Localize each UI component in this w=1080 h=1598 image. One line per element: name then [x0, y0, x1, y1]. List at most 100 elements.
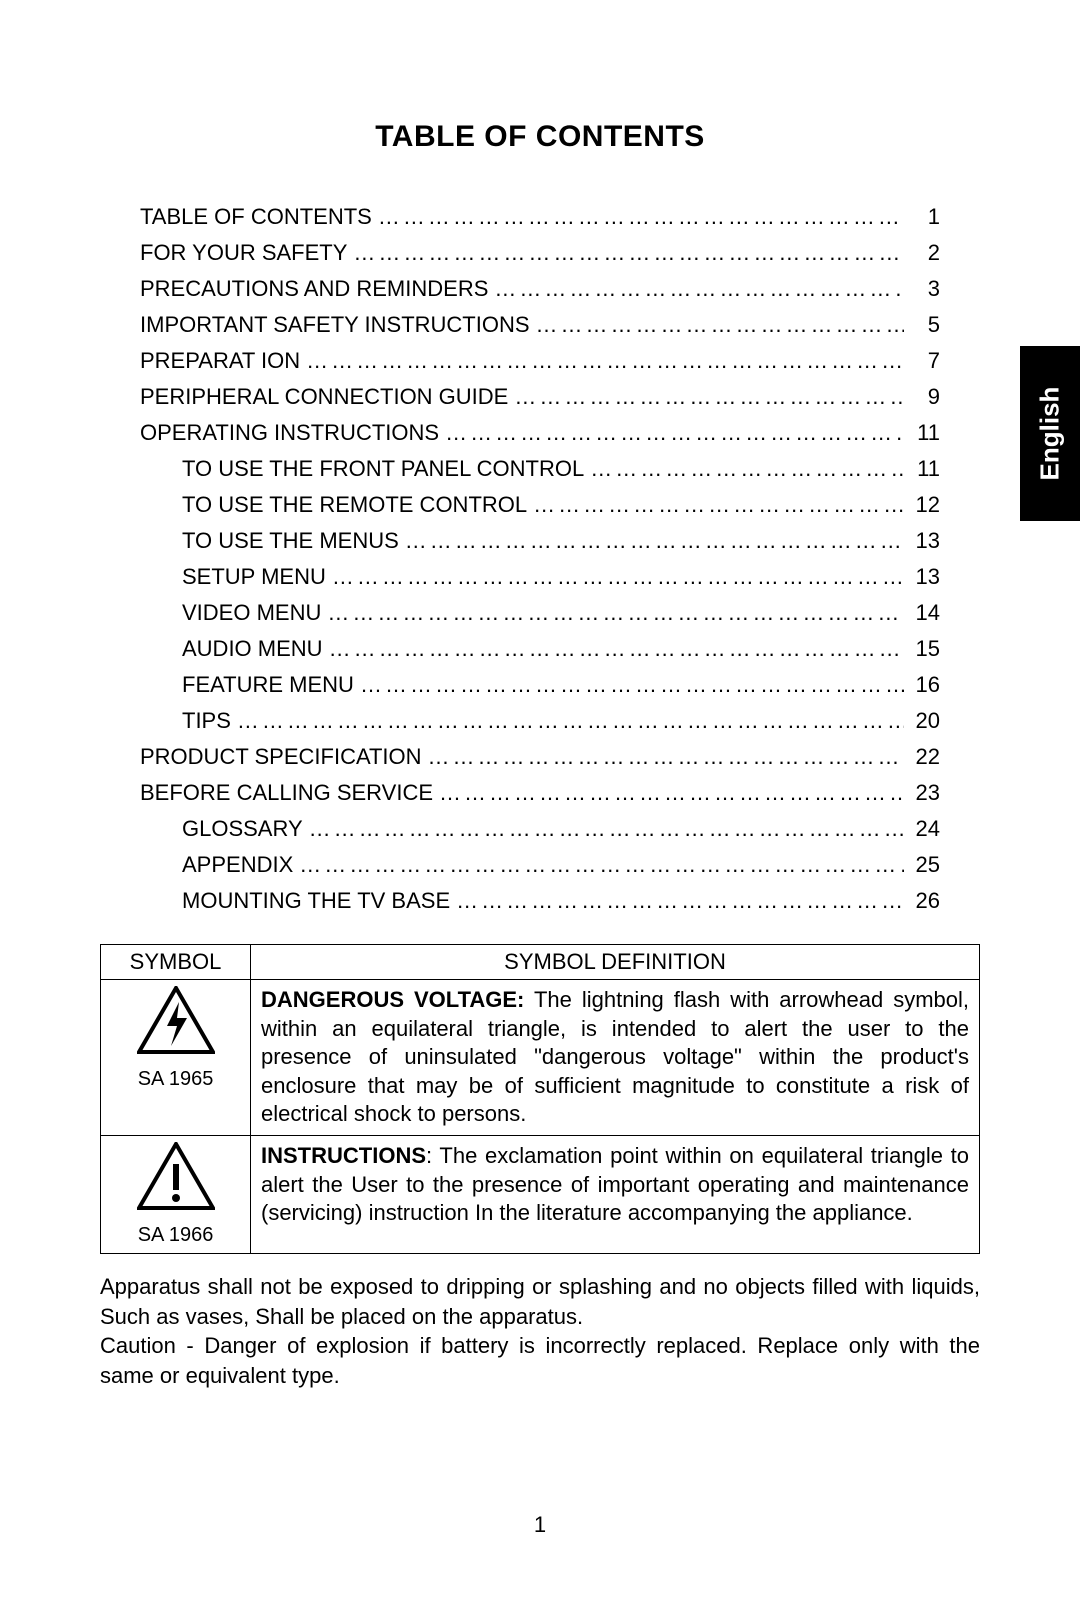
toc-row: PREPARAT ION……………………………………………………………………………: [140, 348, 940, 374]
toc-label: TO USE THE REMOTE CONTROL: [182, 492, 527, 518]
toc-row: APPENDIX………………………………………………………………………………………: [140, 852, 940, 878]
toc-label: SETUP MENU: [182, 564, 326, 590]
toc-label: APPENDIX: [182, 852, 293, 878]
toc-page-number: 22: [910, 744, 940, 770]
toc-row: AUDIO MENU…………………………………………………………………………………: [140, 636, 940, 662]
toc-dots: …………………………………………………………………………………………………: [332, 564, 904, 590]
toc-page-number: 7: [910, 348, 940, 374]
toc-label: MOUNTING THE TV BASE: [182, 888, 450, 914]
toc-row: BEFORE CALLING SERVICE…………………………………………………: [140, 780, 940, 806]
toc-page-number: 9: [910, 384, 940, 410]
toc-page-number: 5: [910, 312, 940, 338]
toc-row: TO USE THE FRONT PANEL CONTROL……………………………: [140, 456, 940, 482]
footnotes: Apparatus shall not be exposed to drippi…: [100, 1272, 980, 1391]
toc-page-number: 25: [910, 852, 940, 878]
table-of-contents: TABLE OF CONTENTS………………………………………………………………: [140, 204, 940, 914]
toc-page-number: 12: [910, 492, 940, 518]
page-number: 1: [0, 1512, 1080, 1538]
symbol-table-header-symbol: SYMBOL: [101, 945, 251, 980]
instructions-triangle-icon: [137, 1142, 215, 1216]
symbol-definition-voltage: DANGEROUS VOLTAGE: The lightning flash w…: [251, 980, 980, 1136]
toc-dots: …………………………………………………………………………………………………: [378, 204, 904, 230]
toc-row: PRECAUTIONS AND REMINDERS…………………………………………: [140, 276, 940, 302]
toc-page-number: 24: [910, 816, 940, 842]
toc-label: TIPS: [182, 708, 231, 734]
toc-page-number: 13: [910, 564, 940, 590]
toc-label: BEFORE CALLING SERVICE: [140, 780, 433, 806]
toc-dots: …………………………………………………………………………………………………: [327, 600, 904, 626]
toc-row: TIPS…………………………………………………………………………………………………: [140, 708, 940, 734]
toc-label: FOR YOUR SAFETY: [140, 240, 347, 266]
symbol-definition-instructions: INSTRUCTIONS: The exclamation point with…: [251, 1135, 980, 1253]
symbol-code: SA 1966: [111, 1224, 240, 1247]
symbol-cell-voltage: SA 1965: [101, 980, 251, 1136]
toc-label: PRODUCT SPECIFICATION: [140, 744, 422, 770]
toc-row: PERIPHERAL CONNECTION GUIDE……………………………………: [140, 384, 940, 410]
toc-page-number: 20: [910, 708, 940, 734]
toc-page-number: 14: [910, 600, 940, 626]
toc-label: TO USE THE MENUS: [182, 528, 399, 554]
toc-label: TO USE THE FRONT PANEL CONTROL: [182, 456, 584, 482]
voltage-triangle-icon: [137, 986, 215, 1060]
toc-label: OPERATING INSTRUCTIONS: [140, 420, 439, 446]
toc-page-number: 23: [910, 780, 940, 806]
toc-row: VIDEO MENU…………………………………………………………………………………: [140, 600, 940, 626]
toc-page-number: 2: [910, 240, 940, 266]
footnote-line: Apparatus shall not be exposed to drippi…: [100, 1272, 980, 1331]
toc-row: FOR YOUR SAFETY……………………………………………………………………: [140, 240, 940, 266]
toc-row: MOUNTING THE TV BASE………………………………………………………: [140, 888, 940, 914]
toc-dots: …………………………………………………………………………………………………: [329, 636, 904, 662]
toc-label: PRECAUTIONS AND REMINDERS: [140, 276, 488, 302]
toc-page-number: 3: [910, 276, 940, 302]
toc-page-number: 1: [910, 204, 940, 230]
symbol-cell-instructions: SA 1966: [101, 1135, 251, 1253]
toc-row: FEATURE MENU……………………………………………………………………………: [140, 672, 940, 698]
toc-label: TABLE OF CONTENTS: [140, 204, 372, 230]
toc-label: PERIPHERAL CONNECTION GUIDE: [140, 384, 508, 410]
symbol-table-row: SA 1965 DANGEROUS VOLTAGE: The lightning…: [101, 980, 980, 1136]
symbol-table-header-definition: SYMBOL DEFINITION: [251, 945, 980, 980]
toc-dots: …………………………………………………………………………………………………: [536, 312, 904, 338]
toc-dots: …………………………………………………………………………………………………: [456, 888, 904, 914]
toc-dots: …………………………………………………………………………………………………: [405, 528, 904, 554]
toc-dots: …………………………………………………………………………………………………: [309, 816, 904, 842]
toc-page-number: 11: [910, 456, 940, 482]
footnote-line: Caution - Danger of explosion if battery…: [100, 1331, 980, 1390]
toc-page-number: 15: [910, 636, 940, 662]
symbol-definition-table: SYMBOL SYMBOL DEFINITION SA 1965 DANGERO…: [100, 944, 980, 1254]
toc-label: FEATURE MENU: [182, 672, 354, 698]
toc-dots: …………………………………………………………………………………………………: [428, 744, 904, 770]
toc-dots: …………………………………………………………………………………………………: [237, 708, 904, 734]
toc-dots: …………………………………………………………………………………………………: [533, 492, 904, 518]
toc-row: SETUP MENU…………………………………………………………………………………: [140, 564, 940, 590]
toc-label: VIDEO MENU: [182, 600, 321, 626]
toc-dots: …………………………………………………………………………………………………: [299, 852, 904, 878]
toc-label: IMPORTANT SAFETY INSTRUCTIONS: [140, 312, 530, 338]
page-content: TABLE OF CONTENTS TABLE OF CONTENTS………………: [0, 0, 1080, 1598]
symbol-table-row: SA 1966 INSTRUCTIONS: The exclamation po…: [101, 1135, 980, 1253]
symbol-code: SA 1965: [111, 1068, 240, 1091]
toc-row: OPERATING INSTRUCTIONS…………………………………………………: [140, 420, 940, 446]
toc-label: PREPARAT ION: [140, 348, 300, 374]
toc-dots: …………………………………………………………………………………………………: [360, 672, 904, 698]
toc-dots: …………………………………………………………………………………………………: [445, 420, 904, 446]
toc-dots: …………………………………………………………………………………………………: [306, 348, 904, 374]
toc-row: PRODUCT SPECIFICATION……………………………………………………: [140, 744, 940, 770]
toc-page-number: 13: [910, 528, 940, 554]
toc-row: TABLE OF CONTENTS………………………………………………………………: [140, 204, 940, 230]
toc-page-number: 26: [910, 888, 940, 914]
toc-dots: …………………………………………………………………………………………………: [494, 276, 904, 302]
page-title: TABLE OF CONTENTS: [100, 120, 980, 154]
toc-dots: …………………………………………………………………………………………………: [514, 384, 904, 410]
toc-row: GLOSSARY………………………………………………………………………………………: [140, 816, 940, 842]
toc-dots: …………………………………………………………………………………………………: [353, 240, 904, 266]
toc-dots: …………………………………………………………………………………………………: [439, 780, 904, 806]
toc-row: TO USE THE MENUS…………………………………………………………………: [140, 528, 940, 554]
toc-page-number: 16: [910, 672, 940, 698]
toc-label: AUDIO MENU: [182, 636, 323, 662]
toc-row: IMPORTANT SAFETY INSTRUCTIONS………………………………: [140, 312, 940, 338]
toc-dots: …………………………………………………………………………………………………: [590, 456, 904, 482]
toc-label: GLOSSARY: [182, 816, 303, 842]
toc-page-number: 11: [910, 420, 940, 446]
toc-row: TO USE THE REMOTE CONTROL…………………………………………: [140, 492, 940, 518]
